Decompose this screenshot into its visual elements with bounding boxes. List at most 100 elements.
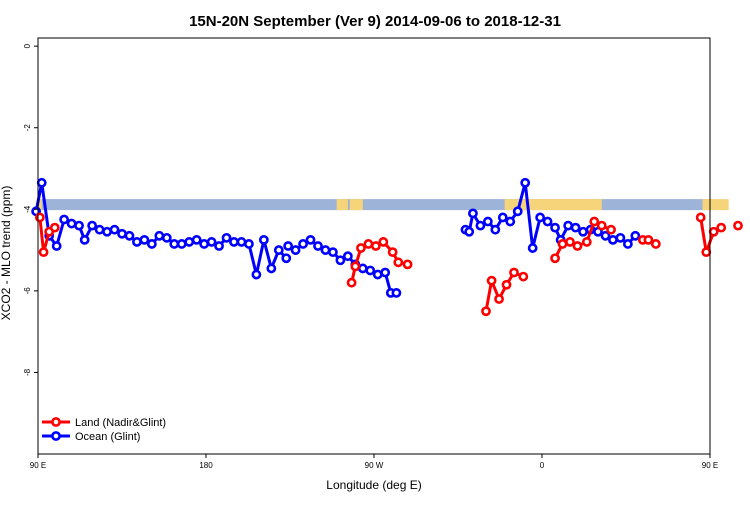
x-tick-label: 90 E xyxy=(702,461,718,470)
ocean-point xyxy=(176,239,187,249)
ocean-point xyxy=(290,245,301,255)
series-group xyxy=(31,177,743,317)
ocean-band xyxy=(38,199,710,211)
land-series xyxy=(34,212,743,317)
ocean-point xyxy=(608,234,618,245)
ocean-point xyxy=(615,232,626,243)
ocean-point xyxy=(512,206,523,217)
legend-marker-land xyxy=(51,417,61,427)
ocean-point xyxy=(132,237,142,247)
land-point xyxy=(701,247,712,258)
land-point xyxy=(393,257,404,268)
ocean-point xyxy=(497,212,508,223)
ocean-point xyxy=(328,247,338,258)
land-point xyxy=(509,267,519,278)
land-point xyxy=(557,239,568,249)
ocean-point xyxy=(391,288,402,298)
land-point xyxy=(550,253,560,264)
ocean-point xyxy=(490,224,501,235)
ocean-point xyxy=(357,263,368,274)
axes: 90 E 180 90 W 0 90 E 0 -2 -4 -6 -8 xyxy=(23,43,718,470)
ocean-point xyxy=(273,245,284,255)
ocean-point xyxy=(535,212,546,223)
ocean-point xyxy=(505,216,516,227)
ocean-point xyxy=(66,218,77,229)
land-point xyxy=(733,220,743,231)
land-point xyxy=(650,239,661,249)
ocean-point xyxy=(146,239,157,249)
land-point xyxy=(606,224,616,235)
x-tick-label: 90 E xyxy=(30,461,46,470)
ocean-point xyxy=(320,245,331,255)
ocean-point xyxy=(542,216,553,227)
chart-title: 15N-20N September (Ver 9) 2014-09-06 to … xyxy=(189,13,561,30)
ocean-point xyxy=(87,220,98,231)
ocean-point xyxy=(298,239,308,249)
land-point xyxy=(356,243,366,253)
ocean-point xyxy=(139,234,150,245)
y-tick-label: -8 xyxy=(23,368,32,376)
land-point xyxy=(486,275,497,286)
ocean-point xyxy=(622,239,633,249)
land-band-segment xyxy=(702,199,729,211)
x-tick-label: 90 W xyxy=(365,461,384,470)
ocean-point xyxy=(59,214,70,225)
land-point xyxy=(695,212,706,223)
ocean-point xyxy=(236,237,247,247)
y-tick-label: -2 xyxy=(23,124,32,132)
ocean-point xyxy=(109,224,120,235)
ocean-point xyxy=(74,220,84,231)
land-point xyxy=(572,241,583,251)
land-ocean-band xyxy=(38,199,729,211)
ocean-point xyxy=(117,228,127,239)
x-tick-label: 0 xyxy=(540,461,545,470)
y-tick-label: -4 xyxy=(23,205,32,213)
land-point xyxy=(350,261,361,272)
land-band-segment xyxy=(349,199,363,211)
ocean-point xyxy=(570,222,581,233)
land-point xyxy=(581,237,592,247)
ocean-point xyxy=(79,234,90,245)
ocean-point xyxy=(154,230,165,241)
ocean-point xyxy=(281,253,292,264)
land-point xyxy=(49,222,60,233)
ocean-point xyxy=(550,222,560,233)
ocean-point xyxy=(482,216,493,227)
land-point xyxy=(565,237,575,247)
ocean-point xyxy=(313,241,323,251)
land-point xyxy=(518,271,529,282)
ocean-point xyxy=(520,177,531,188)
land-point xyxy=(346,277,357,288)
land-band-segment xyxy=(38,199,42,211)
ocean-point xyxy=(468,208,478,219)
ocean-point xyxy=(342,251,353,262)
land-point xyxy=(708,226,719,237)
land-point xyxy=(589,216,600,227)
x-tick-label: 180 xyxy=(199,461,213,470)
land-point xyxy=(363,239,374,249)
land-point xyxy=(596,220,607,231)
legend-marker-ocean xyxy=(51,431,61,441)
land-point xyxy=(370,241,381,251)
ocean-point xyxy=(283,241,294,251)
ocean-point xyxy=(251,269,262,280)
land-point xyxy=(716,222,727,233)
land-point xyxy=(494,294,504,304)
ocean-point xyxy=(464,226,475,237)
ocean-point xyxy=(563,220,574,231)
ocean-point xyxy=(199,239,210,249)
ocean-point xyxy=(51,241,62,251)
legend-label-ocean: Ocean (Glint) xyxy=(75,431,140,443)
land-band-segment xyxy=(504,199,602,211)
legend: Land (Nadir&Glint) Ocean (Glint) xyxy=(42,417,166,443)
land-point xyxy=(402,259,413,270)
ocean-point xyxy=(169,239,180,249)
ocean-point xyxy=(161,232,172,243)
ocean-point xyxy=(380,267,391,278)
ocean-point xyxy=(335,255,346,266)
land-point xyxy=(38,247,49,258)
ocean-point xyxy=(258,234,269,245)
ocean-point xyxy=(266,263,277,274)
